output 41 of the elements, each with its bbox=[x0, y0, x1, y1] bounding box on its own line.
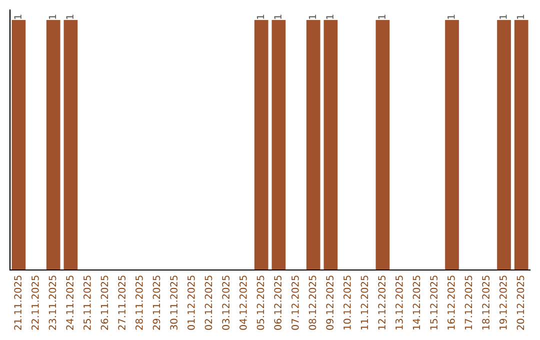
x-tick-label: 12.12.2025 bbox=[378, 276, 386, 330]
x-tick-label: 16.12.2025 bbox=[447, 276, 455, 330]
data-label: 1 bbox=[448, 14, 455, 19]
x-tick-label: 11.12.2025 bbox=[360, 276, 368, 330]
data-label: 1 bbox=[516, 14, 524, 19]
x-tick-label: 01.12.2025 bbox=[187, 276, 195, 330]
x-tick-label: 05.12.2025 bbox=[256, 276, 264, 330]
x-tick-label: 24.11.2025 bbox=[66, 276, 74, 330]
x-tick-label: 29.11.2025 bbox=[152, 276, 160, 330]
x-tick-label: 06.12.2025 bbox=[274, 276, 282, 330]
x-tick-label: 26.11.2025 bbox=[100, 276, 108, 330]
x-tick-label: 13.12.2025 bbox=[395, 276, 403, 330]
x-tick-label: 07.12.2025 bbox=[291, 276, 299, 330]
x-tick-label: 23.11.2025 bbox=[48, 276, 56, 330]
x-tick-label: 19.12.2025 bbox=[499, 276, 507, 330]
data-label: 1 bbox=[66, 14, 74, 19]
data-label: 1 bbox=[256, 14, 264, 19]
x-tick-label: 10.12.2025 bbox=[343, 276, 351, 330]
data-label: 1 bbox=[500, 14, 507, 19]
x-tick-label: 08.12.2025 bbox=[308, 276, 316, 330]
x-tick-label: 14.12.2025 bbox=[412, 276, 420, 330]
x-tick-label: 21.11.2025 bbox=[14, 276, 22, 330]
data-label: 1 bbox=[274, 14, 282, 19]
x-tick-label: 30.11.2025 bbox=[170, 276, 178, 330]
data-label: 1 bbox=[378, 14, 386, 19]
data-label: 1 bbox=[308, 14, 316, 19]
data-label: 1 bbox=[326, 14, 334, 19]
x-tick-label: 17.12.2025 bbox=[464, 276, 472, 330]
data-label: 1 bbox=[48, 14, 56, 19]
x-tick-label: 02.12.2025 bbox=[204, 276, 212, 330]
x-tick-label: 28.11.2025 bbox=[135, 276, 143, 330]
x-tick-label: 25.11.2025 bbox=[83, 276, 91, 330]
data-label: 1 bbox=[14, 14, 22, 19]
x-tick-label: 22.11.2025 bbox=[31, 276, 39, 330]
x-tick-label: 09.12.2025 bbox=[326, 276, 334, 330]
x-tick-label: 18.12.2025 bbox=[482, 276, 490, 330]
x-tick-label: 15.12.2025 bbox=[430, 276, 438, 330]
x-tick-label: 04.12.2025 bbox=[239, 276, 247, 330]
x-tick-label: 03.12.2025 bbox=[222, 276, 230, 330]
x-tick-label: 20.12.2025 bbox=[516, 276, 524, 330]
x-tick-label: 27.11.2025 bbox=[118, 276, 126, 330]
